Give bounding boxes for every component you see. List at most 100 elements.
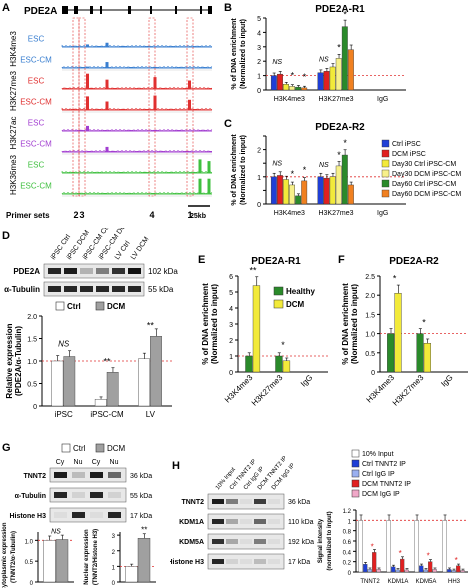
bar bbox=[317, 72, 324, 91]
y-tick-label: 1.5 bbox=[27, 337, 37, 344]
blot-strip bbox=[49, 507, 127, 523]
blot-band bbox=[54, 512, 67, 518]
significance-star: ** bbox=[141, 525, 147, 534]
track-signal bbox=[61, 150, 213, 153]
panel-g-graphics: Ctrl DCM Cy Nu Cy Nu TNNT2 36 kDa α-Tubulin 55 kD… bbox=[2, 443, 156, 588]
y-axis-label: Signal intensity bbox=[318, 518, 324, 563]
track-row-label: ESC-CM bbox=[20, 56, 52, 65]
blot-band bbox=[64, 268, 77, 274]
bar bbox=[391, 566, 396, 573]
y-tick-label: 0.5 bbox=[27, 382, 37, 389]
y-tick-label: 1 bbox=[257, 175, 261, 182]
bar bbox=[363, 564, 368, 573]
lane-label: Cy bbox=[56, 459, 65, 466]
y-tick-label: 0.4 bbox=[343, 550, 352, 556]
legend-label: 10% Input bbox=[362, 451, 394, 458]
bar bbox=[150, 336, 162, 407]
y-axis-label: Relative expression bbox=[5, 323, 14, 398]
blot-band bbox=[254, 539, 266, 544]
significance-star: * bbox=[455, 556, 458, 565]
blot-band bbox=[240, 559, 252, 564]
blot-band bbox=[240, 539, 252, 544]
significance-star: * bbox=[337, 150, 341, 160]
bar bbox=[414, 520, 419, 573]
track-peak bbox=[105, 79, 109, 89]
y-tick-label: 3 bbox=[112, 534, 116, 540]
blot-strip bbox=[207, 513, 285, 530]
exon bbox=[175, 6, 177, 14]
x-tick-label: H3K4me3 bbox=[274, 210, 305, 217]
blot-band bbox=[108, 492, 121, 498]
blot-kda: 36 kDa bbox=[130, 473, 152, 480]
track-peak bbox=[105, 146, 109, 152]
bar bbox=[277, 73, 283, 91]
blot-band bbox=[112, 268, 125, 274]
bar bbox=[289, 86, 296, 91]
blot-band bbox=[226, 559, 238, 564]
track-peak bbox=[188, 80, 191, 89]
track-signal bbox=[61, 192, 213, 195]
track-row-label: ESC bbox=[28, 119, 45, 128]
bar bbox=[270, 176, 277, 205]
legend-label: DCM bbox=[107, 444, 126, 453]
y-tick-label: 4 bbox=[229, 306, 233, 313]
blot-band bbox=[54, 472, 67, 478]
y-tick-label: 2.0 bbox=[27, 314, 37, 321]
bar bbox=[63, 356, 76, 407]
significance-star: ** bbox=[147, 320, 155, 330]
y-axis-label: % of DNA enrichment bbox=[201, 283, 210, 365]
significance-ns: NS bbox=[272, 160, 282, 167]
blot-kda: 36 kDa bbox=[288, 499, 310, 506]
blot-strip bbox=[43, 281, 145, 297]
bar bbox=[432, 569, 437, 573]
bar bbox=[358, 520, 363, 573]
lane-label: Nu bbox=[74, 459, 83, 466]
track-row-label: ESC-CM bbox=[20, 140, 52, 149]
significance-ns: NS bbox=[272, 59, 282, 66]
track-group-label: H3K4me3 bbox=[9, 31, 18, 67]
bar bbox=[51, 360, 64, 407]
legend-swatch bbox=[273, 299, 284, 309]
bar bbox=[125, 566, 138, 583]
x-tick-label: IgG bbox=[299, 373, 314, 388]
significance-star: * bbox=[291, 169, 295, 179]
y-axis-label: (Normalized to input) bbox=[240, 135, 247, 205]
panel-f: F PDE2A-R2 0 0.5 1.0 1.5 2.0 2.5 H3K4me3 H3K27me… bbox=[336, 250, 474, 435]
exon bbox=[150, 6, 152, 14]
blot-band bbox=[80, 286, 93, 292]
bar bbox=[423, 342, 431, 373]
blot-band bbox=[54, 492, 67, 498]
exon bbox=[200, 6, 202, 14]
y-axis-label: (Normalized to input) bbox=[350, 284, 359, 364]
panel-label: A bbox=[2, 2, 10, 14]
blot-band bbox=[72, 492, 85, 498]
blot-name: α-Tubulin bbox=[4, 285, 40, 294]
lane-label: Nu bbox=[110, 459, 119, 466]
y-tick-label: 0 bbox=[257, 88, 261, 95]
track-row-label: ESC-CM bbox=[20, 98, 52, 107]
blot-band bbox=[80, 268, 93, 274]
blot-name: KDM1A bbox=[179, 519, 204, 526]
x-tick-label: H3K27me3 bbox=[318, 210, 353, 217]
blot-band bbox=[268, 539, 280, 544]
blot-kda: 55 kDa bbox=[148, 285, 174, 294]
panel-h-graphics: 10% Input Ctrl TNNT2 IP Ctrl IgG IP DCM TNN… bbox=[170, 449, 468, 585]
y-tick-label: 2 bbox=[257, 148, 261, 155]
blot-strip bbox=[207, 553, 285, 570]
bar bbox=[301, 87, 308, 91]
legend-swatch bbox=[381, 179, 390, 188]
bar bbox=[456, 565, 461, 573]
x-tick-label: H3K27me3 bbox=[250, 373, 285, 408]
legend-swatch bbox=[381, 139, 390, 148]
track-signal bbox=[61, 87, 213, 90]
track-peak bbox=[86, 96, 89, 110]
significance-star: * bbox=[427, 552, 430, 561]
blot-name: PDE2A bbox=[13, 267, 40, 276]
bar bbox=[283, 84, 289, 91]
blot-band bbox=[254, 499, 266, 504]
track-signal bbox=[61, 44, 213, 48]
track-peak bbox=[153, 95, 157, 110]
bar bbox=[447, 569, 452, 573]
blot-band bbox=[90, 492, 103, 498]
